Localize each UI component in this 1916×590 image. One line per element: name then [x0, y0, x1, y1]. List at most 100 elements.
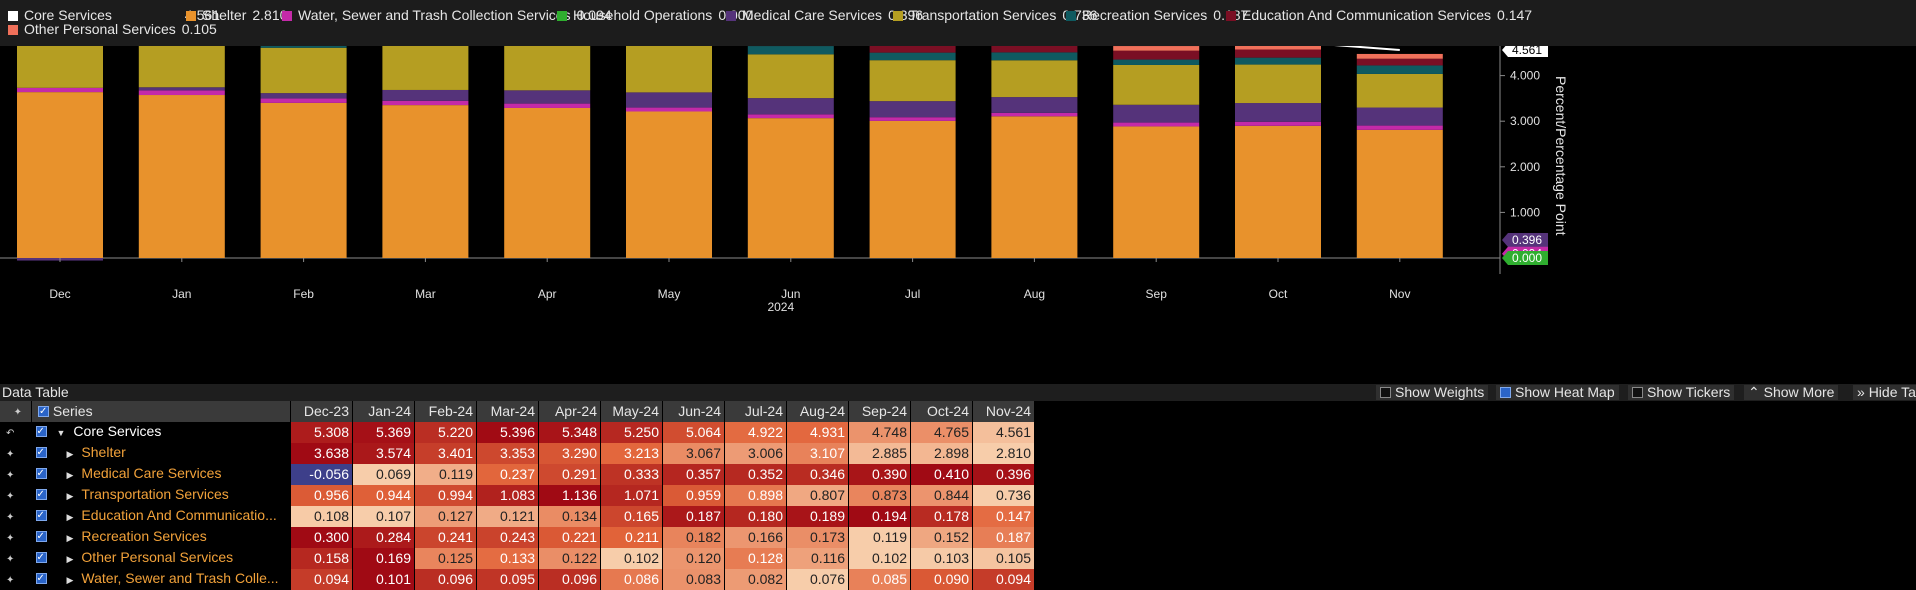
- value-cell[interactable]: 0.116: [787, 548, 849, 569]
- value-cell[interactable]: 0.194: [849, 506, 911, 527]
- move-icon[interactable]: ✦: [6, 533, 14, 544]
- value-cell[interactable]: 0.189: [787, 506, 849, 527]
- row-controls[interactable]: ✦: [0, 527, 32, 548]
- undo-icon[interactable]: ↶: [6, 428, 14, 439]
- move-icon[interactable]: ✦: [6, 512, 14, 523]
- value-cell[interactable]: 3.353: [477, 443, 539, 464]
- value-cell[interactable]: 0.147: [973, 506, 1035, 527]
- show-tickers-button[interactable]: Show Tickers: [1628, 385, 1734, 400]
- series-checkbox[interactable]: [36, 531, 47, 542]
- value-cell[interactable]: 0.959: [663, 485, 725, 506]
- series-checkbox[interactable]: [36, 447, 47, 458]
- value-cell[interactable]: 0.121: [477, 506, 539, 527]
- value-cell[interactable]: 0.410: [911, 464, 973, 485]
- column-header[interactable]: Mar-24: [477, 401, 539, 422]
- column-header[interactable]: Jun-24: [663, 401, 725, 422]
- show-more-button[interactable]: ⌃ Show More: [1744, 385, 1838, 400]
- value-cell[interactable]: 5.396: [477, 422, 539, 443]
- row-controls[interactable]: ✦: [0, 548, 32, 569]
- series-checkbox[interactable]: [36, 510, 47, 521]
- value-cell[interactable]: 4.922: [725, 422, 787, 443]
- value-cell[interactable]: 0.094: [973, 569, 1035, 590]
- checkbox-icon[interactable]: [1500, 387, 1511, 398]
- value-cell[interactable]: -0.056: [291, 464, 353, 485]
- value-cell[interactable]: 0.090: [911, 569, 973, 590]
- row-controls[interactable]: ✦: [0, 485, 32, 506]
- value-cell[interactable]: 0.102: [849, 548, 911, 569]
- value-cell[interactable]: 3.213: [601, 443, 663, 464]
- value-cell[interactable]: 0.844: [911, 485, 973, 506]
- value-cell[interactable]: 0.211: [601, 527, 663, 548]
- value-cell[interactable]: 0.134: [539, 506, 601, 527]
- move-icon[interactable]: ✦: [6, 449, 14, 460]
- series-name-cell[interactable]: ▼Core Services: [32, 422, 291, 443]
- expand-arrow-icon[interactable]: ▶: [67, 470, 74, 480]
- hide-table-button[interactable]: » Hide Table: [1853, 385, 1916, 400]
- value-cell[interactable]: 0.086: [601, 569, 663, 590]
- row-controls[interactable]: ✦: [0, 443, 32, 464]
- series-name-cell[interactable]: ▶Other Personal Services: [32, 548, 291, 569]
- checkbox-icon[interactable]: [1380, 387, 1391, 398]
- value-cell[interactable]: 0.180: [725, 506, 787, 527]
- expand-arrow-icon[interactable]: ▶: [67, 533, 74, 543]
- value-cell[interactable]: 0.898: [725, 485, 787, 506]
- value-cell[interactable]: 0.128: [725, 548, 787, 569]
- series-name-cell[interactable]: ▶Recreation Services: [32, 527, 291, 548]
- value-cell[interactable]: 4.765: [911, 422, 973, 443]
- column-header[interactable]: Sep-24: [849, 401, 911, 422]
- value-cell[interactable]: 0.333: [601, 464, 663, 485]
- value-cell[interactable]: 0.182: [663, 527, 725, 548]
- move-icon[interactable]: ✦: [6, 554, 14, 565]
- value-cell[interactable]: 3.290: [539, 443, 601, 464]
- move-icon[interactable]: ✦: [6, 470, 14, 481]
- expand-arrow-icon[interactable]: ▶: [67, 554, 74, 564]
- value-cell[interactable]: 4.748: [849, 422, 911, 443]
- select-all-checkbox[interactable]: [38, 406, 49, 417]
- value-cell[interactable]: 0.152: [911, 527, 973, 548]
- value-cell[interactable]: 5.308: [291, 422, 353, 443]
- value-cell[interactable]: 0.284: [353, 527, 415, 548]
- table-row[interactable]: ✦▶Recreation Services0.3000.2840.2410.24…: [0, 527, 1035, 548]
- expand-arrow-icon[interactable]: ▶: [67, 491, 74, 501]
- series-checkbox[interactable]: [36, 426, 47, 437]
- value-cell[interactable]: 0.105: [973, 548, 1035, 569]
- value-cell[interactable]: 3.574: [353, 443, 415, 464]
- value-cell[interactable]: 0.956: [291, 485, 353, 506]
- value-cell[interactable]: 2.810: [973, 443, 1035, 464]
- value-cell[interactable]: 0.291: [539, 464, 601, 485]
- value-cell[interactable]: 1.071: [601, 485, 663, 506]
- value-cell[interactable]: 0.076: [787, 569, 849, 590]
- series-name-cell[interactable]: ▶Transportation Services: [32, 485, 291, 506]
- value-cell[interactable]: 3.006: [725, 443, 787, 464]
- column-header[interactable]: May-24: [601, 401, 663, 422]
- value-cell[interactable]: 0.169: [353, 548, 415, 569]
- collapse-arrow-icon[interactable]: ▼: [57, 428, 66, 438]
- series-name-cell[interactable]: ▶Water, Sewer and Trash Colle...: [32, 569, 291, 590]
- move-icon[interactable]: ✦: [6, 491, 14, 502]
- value-cell[interactable]: 0.107: [353, 506, 415, 527]
- move-icon[interactable]: ✦: [6, 575, 14, 586]
- value-cell[interactable]: 5.369: [353, 422, 415, 443]
- row-controls[interactable]: ↶: [0, 422, 32, 443]
- column-header[interactable]: Jan-24: [353, 401, 415, 422]
- value-cell[interactable]: 0.173: [787, 527, 849, 548]
- value-cell[interactable]: 0.083: [663, 569, 725, 590]
- series-checkbox[interactable]: [36, 468, 47, 479]
- value-cell[interactable]: 0.178: [911, 506, 973, 527]
- column-header[interactable]: Apr-24: [539, 401, 601, 422]
- value-cell[interactable]: 0.133: [477, 548, 539, 569]
- column-header[interactable]: Nov-24: [973, 401, 1035, 422]
- value-cell[interactable]: 3.067: [663, 443, 725, 464]
- expand-arrow-icon[interactable]: ▶: [67, 512, 74, 522]
- value-cell[interactable]: 0.103: [911, 548, 973, 569]
- series-name-cell[interactable]: ▶Education And Communicatio...: [32, 506, 291, 527]
- value-cell[interactable]: 0.102: [601, 548, 663, 569]
- table-row[interactable]: ✦▶Other Personal Services0.1580.1690.125…: [0, 548, 1035, 569]
- value-cell[interactable]: 5.220: [415, 422, 477, 443]
- value-cell[interactable]: 5.250: [601, 422, 663, 443]
- value-cell[interactable]: 0.125: [415, 548, 477, 569]
- value-cell[interactable]: 0.807: [787, 485, 849, 506]
- value-cell[interactable]: 0.082: [725, 569, 787, 590]
